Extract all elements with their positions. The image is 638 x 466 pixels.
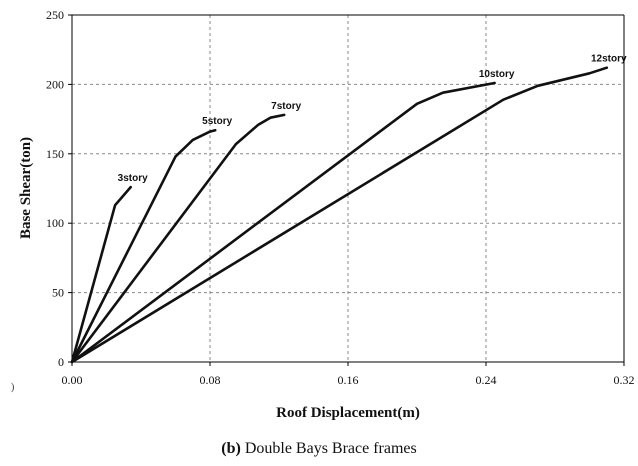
x-tick-label: 0.08	[200, 373, 221, 387]
y-tick-labels: 0 50 100 150 200 250	[46, 8, 64, 369]
caption-text: Double Bays Brace frames	[240, 440, 417, 457]
series-label-3story: 3story	[118, 173, 148, 184]
y-tick-label: 200	[46, 77, 64, 91]
y-tick-label: 0	[58, 355, 64, 369]
chart: 0.00 0.08 0.16 0.24 0.32 0 50 100 150 200 250 3st…	[18, 8, 635, 421]
series-label-10story: 10story	[479, 69, 515, 80]
y-tick-label: 50	[52, 286, 64, 300]
series-line-5story	[70, 128, 217, 364]
x-tick-label: 0.32	[614, 373, 635, 387]
series-line-10story	[70, 81, 496, 364]
series-line-12story	[70, 66, 609, 364]
series-lines	[70, 66, 609, 364]
x-tick-labels: 0.00 0.08 0.16 0.24 0.32	[62, 373, 635, 387]
x-tick-label: 0.16	[338, 373, 359, 387]
y-axis-title: Base Shear(ton)	[18, 137, 34, 239]
caption-prefix: (b)	[221, 440, 241, 457]
x-axis-title: Roof Displacement(m)	[276, 405, 420, 421]
series-labels: 3story 5story 7story 10story 12story	[118, 54, 627, 184]
figure-caption: (b) Double Bays Brace frames	[0, 440, 638, 458]
y-tick-label: 250	[46, 8, 64, 22]
series-line-7story	[70, 113, 286, 364]
series-label-7story: 7story	[271, 101, 301, 112]
x-tick-label: 0.00	[62, 373, 83, 387]
series-line-3story	[70, 185, 132, 364]
series-label-5story: 5story	[202, 116, 232, 127]
y-tick-label: 150	[46, 147, 64, 161]
series-label-12story: 12story	[591, 54, 627, 65]
stray-mark: )	[11, 382, 15, 393]
x-tick-label: 0.24	[476, 373, 497, 387]
y-tick-label: 100	[46, 216, 64, 230]
